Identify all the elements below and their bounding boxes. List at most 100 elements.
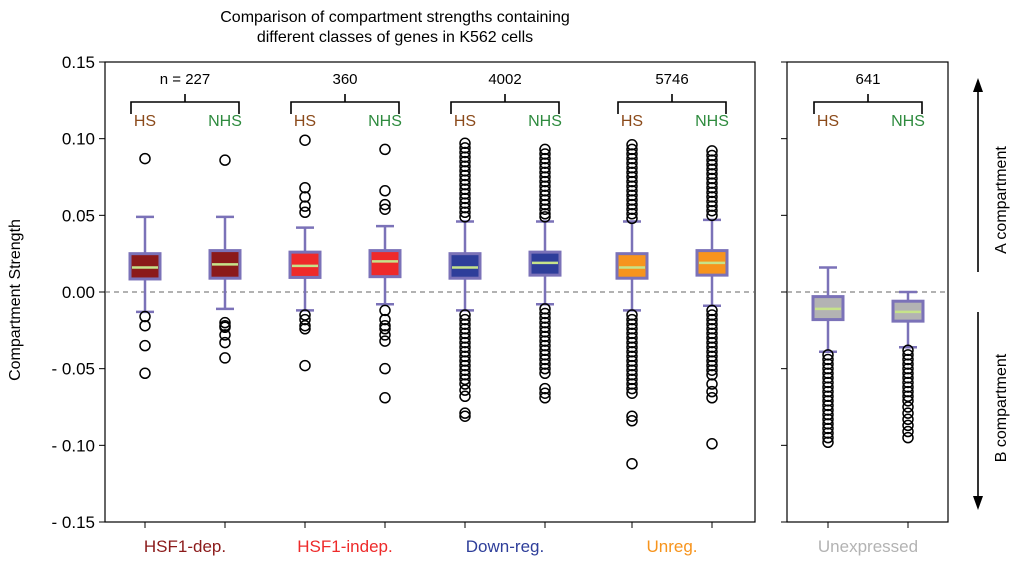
- box-iqr: [448, 252, 482, 280]
- outlier-point: [706, 378, 718, 390]
- outlier-point: [539, 148, 551, 160]
- nhs-label: NHS: [528, 113, 562, 130]
- outlier-point: [706, 385, 718, 398]
- outlier-point: [626, 341, 638, 353]
- outlier-point: [706, 364, 718, 376]
- group-name-label: Unexpressed: [818, 537, 918, 556]
- outlier-point: [706, 191, 718, 203]
- outlier-point: [379, 319, 391, 332]
- outlier-point: [626, 180, 638, 192]
- outlier-point: [626, 208, 638, 220]
- outlier-point: [626, 318, 638, 330]
- outlier-point: [626, 313, 638, 326]
- nhs-label: NHS: [695, 113, 729, 130]
- outlier-point: [459, 309, 471, 321]
- outlier-point: [626, 203, 638, 215]
- box-nhs: [891, 290, 925, 444]
- outlier-point: [626, 171, 638, 183]
- box-hs: [811, 266, 845, 449]
- outlier-point: [706, 149, 718, 162]
- outlier-point: [459, 359, 471, 372]
- outlier-point: [459, 336, 471, 349]
- box-hs: [448, 137, 482, 422]
- outlier-point: [706, 336, 718, 349]
- outlier-point: [822, 399, 834, 412]
- group-n-label: 360: [332, 71, 357, 88]
- outlier-point: [299, 313, 311, 326]
- outlier-point: [459, 183, 471, 196]
- hs-label: HS: [134, 113, 156, 130]
- box-hs: [288, 134, 322, 372]
- box-hs: [128, 152, 162, 380]
- outlier-point: [379, 304, 391, 317]
- outlier-point: [139, 319, 151, 332]
- outlier-point: [706, 318, 718, 330]
- outlier-point: [539, 367, 551, 380]
- outlier-point: [379, 362, 391, 375]
- hs-label: HS: [817, 113, 839, 130]
- outlier-point: [626, 350, 638, 363]
- y-tick-label: - 0.15: [52, 513, 95, 532]
- outlier-point: [626, 378, 638, 390]
- outlier-point: [902, 376, 914, 389]
- outlier-point: [539, 203, 551, 215]
- group-hsf-indep-: 360 HS NHS HSF1-indep.: [288, 71, 402, 556]
- outlier-point: [706, 168, 718, 180]
- outlier-point: [379, 185, 391, 197]
- outlier-point: [219, 154, 231, 166]
- group-bracket: [813, 94, 923, 114]
- group-name-label: Unreg.: [646, 537, 697, 556]
- outlier-point: [219, 316, 231, 329]
- outlier-point: [539, 316, 551, 329]
- outlier-point: [902, 413, 914, 426]
- outlier-point: [626, 152, 638, 165]
- outlier-point: [706, 309, 718, 321]
- outlier-point: [539, 303, 551, 315]
- outlier-point: [902, 431, 914, 444]
- outlier-point: [459, 137, 471, 150]
- outlier-point: [379, 198, 391, 211]
- outlier-point: [459, 323, 471, 335]
- outlier-point: [379, 143, 391, 156]
- outlier-point: [902, 372, 914, 384]
- outlier-point: [706, 438, 718, 450]
- outlier-point: [822, 436, 834, 449]
- box-iqr: [368, 249, 402, 279]
- outlier-point: [706, 332, 718, 344]
- outlier-point: [706, 181, 718, 194]
- outlier-point: [902, 419, 914, 432]
- outlier-point: [539, 166, 551, 179]
- outlier-point: [706, 209, 718, 222]
- outlier-point: [299, 191, 311, 203]
- outlier-point: [459, 142, 471, 154]
- outlier-point: [706, 172, 718, 185]
- outlier-point: [459, 341, 471, 353]
- outlier-point: [219, 352, 231, 364]
- outlier-point: [626, 415, 638, 427]
- outlier-point: [219, 321, 231, 334]
- outlier-point: [459, 384, 471, 396]
- outlier-point: [706, 359, 718, 372]
- group-unreg-: 5746 HS NHS Unreg.: [615, 71, 729, 556]
- outlier-point: [299, 323, 311, 335]
- outlier-point: [626, 364, 638, 376]
- outlier-point: [539, 211, 551, 223]
- outlier-point: [626, 166, 638, 179]
- outlier-point: [902, 395, 914, 407]
- b-compartment-label: B compartment: [993, 353, 1010, 462]
- y-tick-label: 0.15: [62, 53, 95, 72]
- outlier-point: [902, 353, 914, 366]
- y-axis-label: Compartment Strength: [7, 219, 24, 381]
- outlier-point: [902, 381, 914, 393]
- outlier-point: [539, 353, 551, 366]
- outlier-point: [902, 407, 914, 419]
- outlier-point: [539, 180, 551, 192]
- outlier-point: [706, 195, 718, 208]
- outlier-point: [706, 186, 718, 199]
- outlier-point: [706, 204, 718, 217]
- outlier-point: [822, 353, 834, 366]
- outlier-point: [459, 410, 471, 422]
- outlier-point: [706, 200, 718, 212]
- outlier-point: [706, 177, 718, 189]
- outlier-point: [459, 192, 471, 205]
